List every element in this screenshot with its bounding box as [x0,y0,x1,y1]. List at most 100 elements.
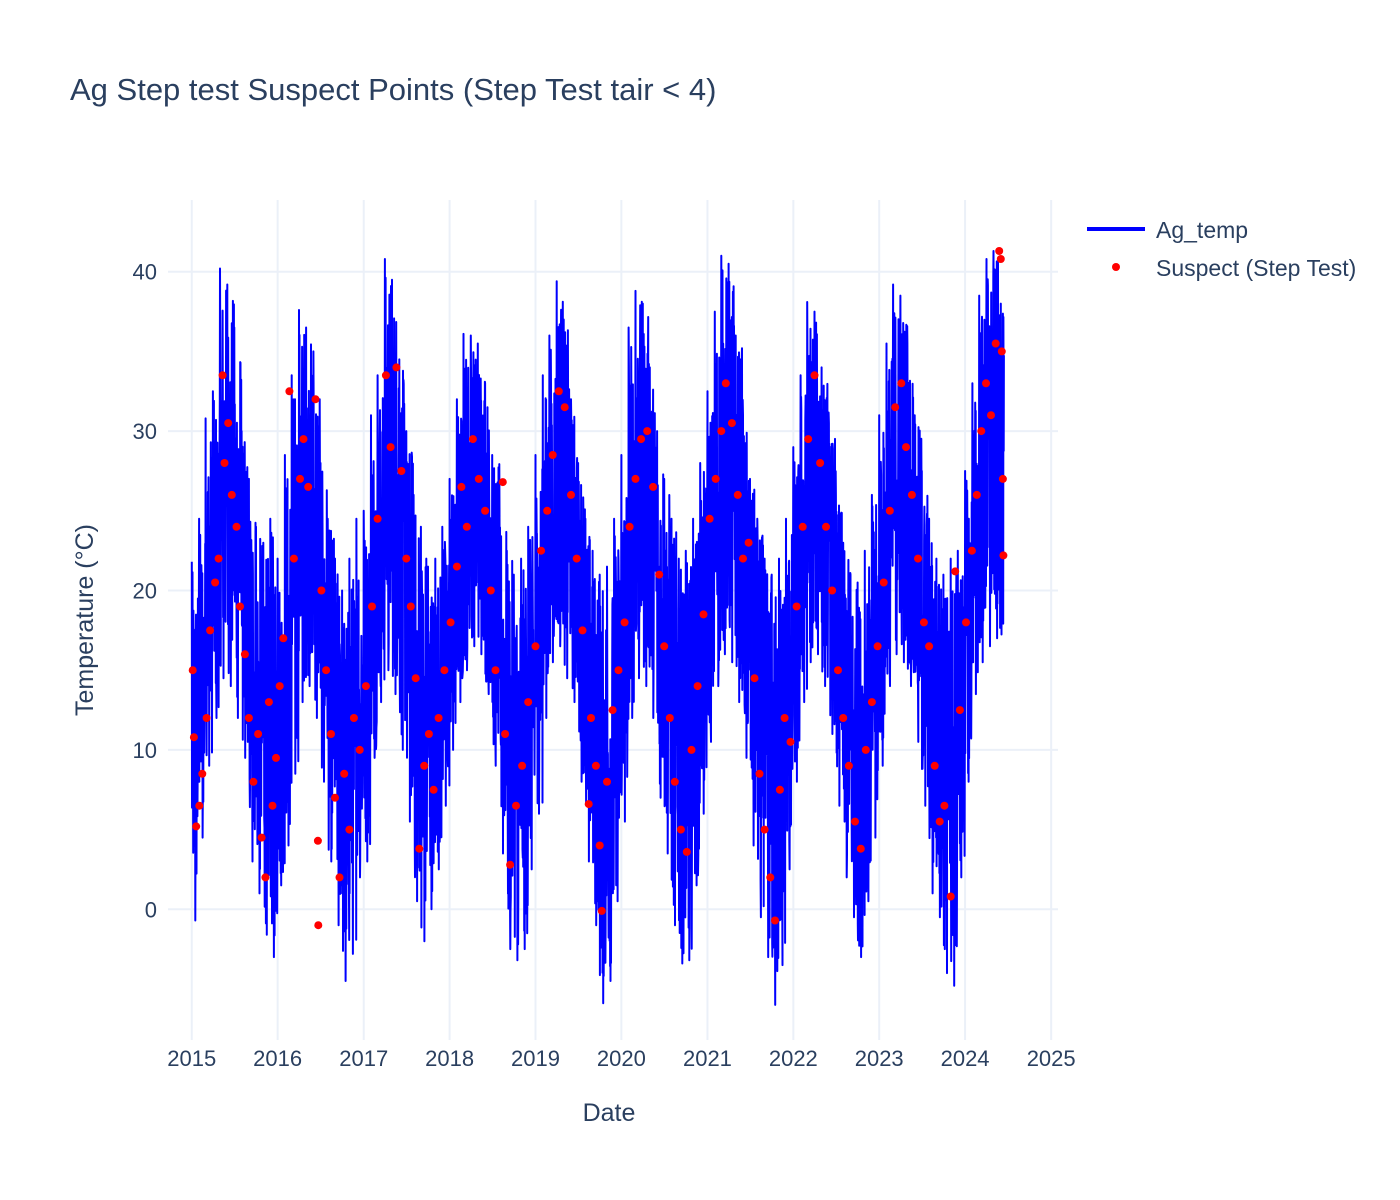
suspect-point [331,794,339,802]
suspect-point [908,491,916,499]
suspect-point [816,459,824,467]
suspect-point [272,754,280,762]
y-tick-label: 10 [133,738,157,763]
suspect-point [322,666,330,674]
suspect-point [317,587,325,595]
suspect-point [968,547,976,555]
suspect-point [793,603,801,611]
suspect-point [621,618,629,626]
suspect-point [660,642,668,650]
suspect-point [198,770,206,778]
suspect-point [914,555,922,563]
suspect-point [435,714,443,722]
suspect-point [211,579,219,587]
suspect-point [995,247,1003,255]
suspect-point [340,770,348,778]
suspect-point [203,714,211,722]
suspect-point [249,778,257,786]
suspect-point [694,682,702,690]
x-tick-label: 2017 [339,1046,388,1071]
suspect-point [374,515,382,523]
x-tick-label: 2020 [597,1046,646,1071]
suspect-point [776,786,784,794]
x-tick-label: 2018 [425,1046,474,1071]
suspect-point [862,746,870,754]
suspect-point [956,706,964,714]
suspect-point [397,467,405,475]
suspect-point [585,800,593,808]
suspect-point [756,770,764,778]
suspect-point [345,826,353,834]
suspect-point [440,666,448,674]
suspect-point [771,917,779,925]
suspect-point [839,714,847,722]
suspect-point [649,483,657,491]
suspect-point [457,483,465,491]
suspect-point [269,802,277,810]
suspect-point [285,387,293,395]
suspect-point [637,435,645,443]
suspect-point [549,451,557,459]
suspect-point [245,714,253,722]
suspect-point [336,873,344,881]
suspect-point [412,674,420,682]
x-tick-label: 2025 [1027,1046,1076,1071]
suspect-point [857,845,865,853]
suspect-point [683,848,691,856]
suspect-point [463,523,471,531]
suspect-point [219,371,227,379]
suspect-point [579,626,587,634]
suspect-point [430,786,438,794]
suspect-point [362,682,370,690]
suspect-point [236,603,244,611]
y-tick-label: 20 [133,579,157,604]
suspect-point [822,523,830,531]
suspect-point [717,427,725,435]
suspect-point [834,666,842,674]
x-tick-label: 2021 [683,1046,732,1071]
suspect-point [880,579,888,587]
suspect-point [276,682,284,690]
suspect-point [712,475,720,483]
suspect-point [643,427,651,435]
suspect-point [532,642,540,650]
suspect-point [781,714,789,722]
suspect-point [992,340,1000,348]
suspect-point [891,403,899,411]
x-tick-label: 2015 [167,1046,216,1071]
suspect-point [811,371,819,379]
suspect-point [290,555,298,563]
suspect-point [734,491,742,499]
suspect-point [415,845,423,853]
suspect-point [279,634,287,642]
suspect-point [561,403,569,411]
suspect-point [592,762,600,770]
suspect-point [700,610,708,618]
suspect-point [722,379,730,387]
suspect-point [751,674,759,682]
suspect-point [902,443,910,451]
suspect-point [728,419,736,427]
suspect-point [453,563,461,571]
suspect-point [518,762,526,770]
suspect-point [543,507,551,515]
suspect-point [951,567,959,575]
suspect-point [192,822,200,830]
suspect-point [940,802,948,810]
suspect-point [492,666,500,674]
suspect-point [555,387,563,395]
suspect-point [501,730,509,738]
suspect-point [982,379,990,387]
x-tick-label: 2019 [511,1046,560,1071]
suspect-point [977,427,985,435]
suspect-point [936,818,944,826]
suspect-point [300,435,308,443]
suspect-point [487,587,495,595]
suspect-point [596,842,604,850]
suspect-point [920,618,928,626]
suspect-point [407,603,415,611]
suspect-point [261,873,269,881]
suspect-point [368,603,376,611]
chart-title: Ag Step test Suspect Points (Step Test t… [70,72,716,107]
